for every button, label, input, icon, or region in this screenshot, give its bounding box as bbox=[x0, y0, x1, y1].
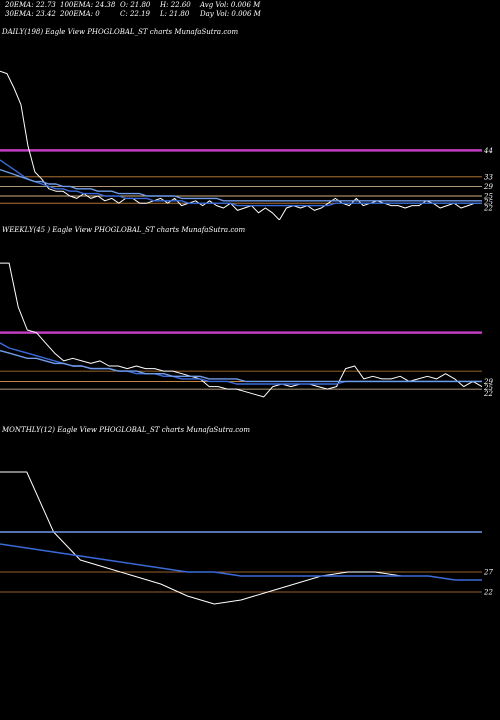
y-tick-label: 22 bbox=[483, 589, 493, 597]
series-line bbox=[0, 168, 482, 202]
day-vol-label: Day Vol: 0.006 M bbox=[200, 10, 261, 18]
series-line bbox=[0, 471, 482, 605]
y-tick-label: 22 bbox=[483, 205, 493, 213]
ema200-label: 200EMA: 0 bbox=[60, 10, 100, 18]
high-label: H: 22.60 bbox=[160, 1, 191, 9]
y-tick-label: 44 bbox=[483, 147, 493, 155]
close-label: C: 22.19 bbox=[120, 10, 150, 18]
ema20-label: 20EMA: 22.73 bbox=[5, 1, 56, 9]
y-tick-label: 33 bbox=[484, 173, 493, 181]
avg-vol-label: Avg Vol: 0.006 M bbox=[200, 1, 261, 9]
y-tick-label: 25 bbox=[483, 199, 493, 207]
weekly-chart-title: WEEKLY(45 ) Eagle View PHOGLOBAL_ST char… bbox=[2, 226, 246, 234]
y-tick-label: 29 bbox=[483, 378, 493, 386]
monthly-chart: 27 22 bbox=[0, 471, 493, 605]
y-tick-label: 29 bbox=[483, 183, 493, 191]
y-tick-label: 27 bbox=[483, 569, 493, 577]
ema30-label: 30EMA: 23.42 bbox=[5, 10, 56, 18]
monthly-chart-title: MONTHLY(12) Eagle View PHOGLOBAL_ST char… bbox=[2, 426, 251, 434]
series-line bbox=[0, 349, 482, 383]
y-tick-label: 22 bbox=[483, 390, 493, 398]
daily-chart-title: DAILY(198) Eagle View PHOGLOBAL_ST chart… bbox=[2, 28, 239, 36]
low-label: L: 21.80 bbox=[160, 10, 190, 18]
y-tick-label: 25 bbox=[483, 193, 493, 201]
y-tick-label: 25 bbox=[483, 384, 493, 392]
ema100-label: 100EMA: 24.38 bbox=[60, 1, 116, 9]
series-line bbox=[0, 543, 482, 581]
open-label: O: 21.80 bbox=[120, 1, 151, 9]
series-line bbox=[0, 262, 483, 398]
series-line bbox=[0, 70, 482, 220]
series-line bbox=[0, 159, 482, 207]
series-line bbox=[0, 342, 482, 385]
